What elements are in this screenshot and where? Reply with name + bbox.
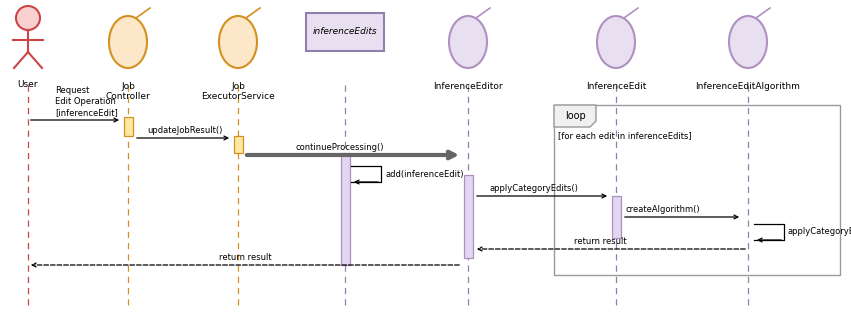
- Text: applyCategoryEdits(): applyCategoryEdits(): [490, 184, 579, 193]
- Ellipse shape: [449, 16, 487, 68]
- Bar: [464, 175, 472, 258]
- Text: loop: loop: [564, 111, 585, 121]
- Bar: [306, 13, 384, 51]
- Ellipse shape: [219, 16, 257, 68]
- Text: applyCategoryEdit(): applyCategoryEdit(): [788, 227, 851, 237]
- Text: [for each edit in inferenceEdits]: [for each edit in inferenceEdits]: [558, 131, 692, 140]
- Bar: [340, 153, 350, 265]
- Text: Request
Edit Operation
[inferenceEdit]: Request Edit Operation [inferenceEdit]: [55, 86, 117, 117]
- Text: return result: return result: [219, 253, 271, 262]
- Ellipse shape: [597, 16, 635, 68]
- Text: add(inferenceEdit): add(inferenceEdit): [385, 169, 464, 178]
- Ellipse shape: [729, 16, 767, 68]
- Text: InferenceEditAlgorithm: InferenceEditAlgorithm: [695, 82, 801, 91]
- Bar: [554, 105, 840, 275]
- Circle shape: [16, 6, 40, 30]
- Text: updateJobResult(): updateJobResult(): [147, 126, 223, 135]
- Text: Job
Controller: Job Controller: [106, 82, 151, 101]
- Text: InferenceEdit: InferenceEdit: [585, 82, 646, 91]
- Bar: [233, 136, 243, 153]
- Text: createAlgorithm(): createAlgorithm(): [625, 205, 700, 214]
- Polygon shape: [554, 105, 596, 127]
- Text: InferenceEditor: InferenceEditor: [433, 82, 503, 91]
- Ellipse shape: [109, 16, 147, 68]
- Text: continueProcessing(): continueProcessing(): [295, 143, 384, 152]
- Bar: [123, 117, 133, 136]
- Bar: [612, 196, 620, 238]
- Text: User: User: [18, 80, 38, 89]
- Text: return result: return result: [574, 237, 626, 246]
- Text: Job
ExecutorService: Job ExecutorService: [201, 82, 275, 101]
- Text: inferenceEdits: inferenceEdits: [312, 27, 377, 37]
